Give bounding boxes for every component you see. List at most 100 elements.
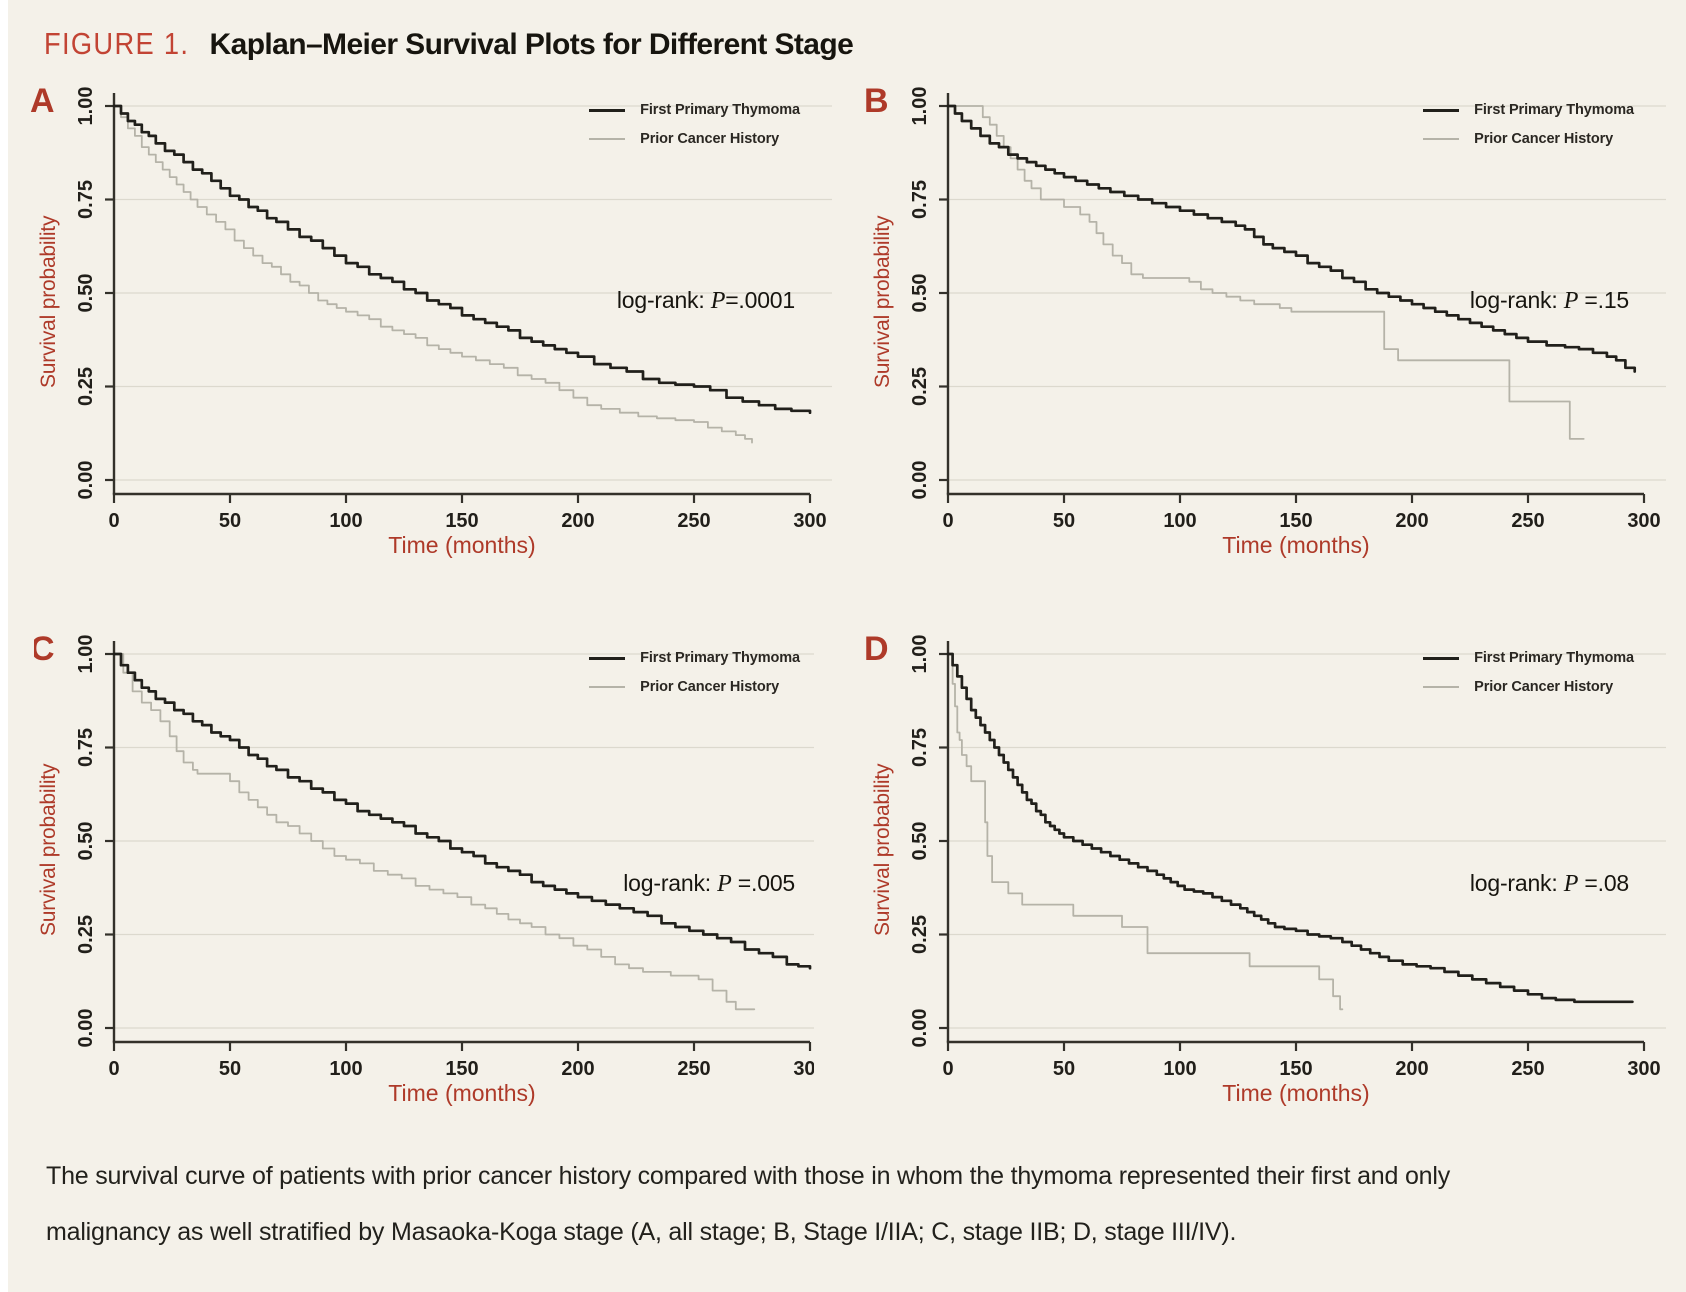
x-tick-label: 0 — [108, 510, 119, 530]
y-tick-label: 0.25 — [909, 367, 931, 406]
x-tick-label: 300 — [1627, 1058, 1660, 1078]
gray-line-swatch — [589, 686, 626, 688]
x-axis-label-b: Time (months) — [1222, 532, 1370, 558]
panel-b: B Survival probability 0.00 0.25 0.50 0.75 1… — [864, 82, 1674, 568]
legend-label: First Primary Thymoma — [1474, 102, 1634, 118]
black-line-swatch — [589, 108, 626, 112]
legend-label: First Primary Thymoma — [640, 102, 800, 118]
gray-line-swatch — [589, 138, 626, 140]
legend-label: Prior Cancer History — [640, 131, 780, 147]
y-tick-label: 0.25 — [75, 915, 97, 954]
x-tick-label: 200 — [561, 510, 594, 530]
black-line-swatch — [589, 656, 626, 660]
y-tick-label: 0.00 — [75, 1009, 97, 1048]
y-tick-label: 0.75 — [909, 728, 931, 767]
x-tick-label: 300 — [793, 510, 826, 530]
legend-label: Prior Cancer History — [1474, 131, 1614, 147]
legend-label: Prior Cancer History — [1474, 679, 1614, 695]
y-tick-label: 0.50 — [75, 274, 97, 313]
legend-item: First Primary Thymoma — [589, 102, 800, 118]
logrank-annotation-c: log-rank: P =.005 — [623, 870, 795, 897]
y-tick-label: 0.50 — [75, 822, 97, 861]
y-tick-label: 0.75 — [75, 728, 97, 767]
logrank-annotation-b: log-rank: P =.15 — [1469, 287, 1629, 314]
caption-line-1: The survival curve of patients with prio… — [46, 1162, 1451, 1190]
legend-label: First Primary Thymoma — [1474, 650, 1634, 666]
y-tick-label: 0.00 — [909, 461, 931, 500]
x-axis-label-d: Time (months) — [1222, 1080, 1370, 1106]
x-tick-label: 0 — [108, 1058, 119, 1078]
y-tick-label: 0.75 — [909, 180, 931, 219]
x-tick-label: 50 — [219, 510, 241, 530]
figure-heading: FIGURE 1. Kaplan–Meier Survival Plots fo… — [44, 26, 1686, 62]
legend-label: Prior Cancer History — [640, 679, 780, 695]
x-tick-label: 0 — [942, 510, 953, 530]
x-tick-label: 50 — [1053, 510, 1075, 530]
figure-title: Kaplan–Meier Survival Plots for Differen… — [209, 28, 854, 61]
logrank-annotation-d: log-rank: P =.08 — [1469, 870, 1629, 897]
x-tick-label: 100 — [329, 510, 362, 530]
km-plot-c: 0.00 0.25 0.50 0.75 1.00 0 50 100 150 200 250 300 — [75, 635, 814, 1078]
figure-caption: The survival curve of patients with prio… — [46, 1160, 1646, 1250]
x-axis-label-a: Time (months) — [388, 532, 536, 558]
legend-d: First Primary Thymoma Prior Cancer Histo… — [1423, 650, 1634, 708]
x-tick-label: 100 — [1163, 510, 1196, 530]
y-tick-label: 0.00 — [75, 461, 97, 500]
y-axis-label-c: Survival probability — [37, 763, 60, 937]
x-axis-label-c: Time (months) — [388, 1080, 536, 1106]
y-tick-label: 0.25 — [909, 915, 931, 954]
y-tick-label: 0.50 — [909, 274, 931, 313]
legend-item: Prior Cancer History — [589, 679, 800, 695]
x-tick-label: 300 — [793, 1058, 814, 1078]
panel-letter-d: D — [864, 630, 889, 668]
x-tick-label: 300 — [1627, 510, 1660, 530]
x-tick-label: 200 — [1395, 1058, 1428, 1078]
x-tick-label: 150 — [445, 510, 478, 530]
panels-grid: A Survival probability 0.00 0.25 0.50 0.75 1… — [8, 82, 1686, 1116]
x-tick-label: 100 — [329, 1058, 362, 1078]
survival-curve-first-primary-thymoma — [946, 104, 1637, 373]
y-axis-label-a: Survival probability — [37, 215, 60, 389]
panel-d: D Survival probability 0.00 0.25 0.50 0.75 1… — [864, 630, 1674, 1116]
survival-curve-prior-cancer-history — [947, 105, 1585, 440]
survival-curve-first-primary-thymoma — [112, 652, 812, 970]
survival-curve-prior-cancer-history — [113, 653, 756, 1011]
legend-item: Prior Cancer History — [1423, 679, 1634, 695]
y-tick-label: 1.00 — [909, 87, 931, 126]
x-tick-label: 200 — [561, 1058, 594, 1078]
x-tick-label: 200 — [1395, 510, 1428, 530]
y-tick-label: 0.00 — [909, 1009, 931, 1048]
y-tick-label: 1.00 — [75, 635, 97, 674]
panel-a: A Survival probability 0.00 0.25 0.50 0.75 1… — [30, 82, 840, 568]
km-plot-d: 0.00 0.25 0.50 0.75 1.00 0 50 100 150 200 250 300 — [909, 635, 1666, 1078]
y-axis-label-b: Survival probability — [871, 215, 894, 389]
legend-a: First Primary Thymoma Prior Cancer Histo… — [589, 102, 800, 160]
caption-line-2: malignancy as well stratified by Masaoka… — [46, 1217, 1237, 1246]
legend-item: First Primary Thymoma — [1423, 102, 1634, 118]
y-tick-label: 0.50 — [909, 822, 931, 861]
km-plot-b: 0.00 0.25 0.50 0.75 1.00 0 50 100 150 200 250 300 — [909, 87, 1666, 530]
km-plot-a: 0.00 0.25 0.50 0.75 1.00 0 50 100 150 200 250 300 — [75, 87, 832, 530]
survival-curve-first-primary-thymoma — [946, 652, 1634, 1004]
y-tick-label: 0.25 — [75, 367, 97, 406]
survival-curve-prior-cancer-history — [113, 105, 753, 444]
x-tick-label: 150 — [445, 1058, 478, 1078]
y-axis-label-d: Survival probability — [871, 763, 894, 937]
panel-letter-a: A — [30, 82, 55, 120]
legend-item: Prior Cancer History — [589, 131, 800, 147]
gray-line-swatch — [1423, 686, 1460, 688]
legend-item: Prior Cancer History — [1423, 131, 1634, 147]
panel-letter-c: C — [34, 630, 55, 668]
legend-item: First Primary Thymoma — [589, 650, 800, 666]
y-tick-label: 0.75 — [75, 180, 97, 219]
legend-c: First Primary Thymoma Prior Cancer Histo… — [589, 650, 800, 708]
x-tick-label: 250 — [677, 1058, 710, 1078]
black-line-swatch — [1423, 108, 1460, 112]
survival-curve-first-primary-thymoma — [112, 104, 812, 415]
panel-letter-b: B — [864, 82, 889, 120]
legend-item: First Primary Thymoma — [1423, 650, 1634, 666]
x-tick-label: 250 — [677, 510, 710, 530]
legend-b: First Primary Thymoma Prior Cancer Histo… — [1423, 102, 1634, 160]
gray-line-swatch — [1423, 138, 1460, 140]
x-tick-label: 150 — [1279, 1058, 1312, 1078]
